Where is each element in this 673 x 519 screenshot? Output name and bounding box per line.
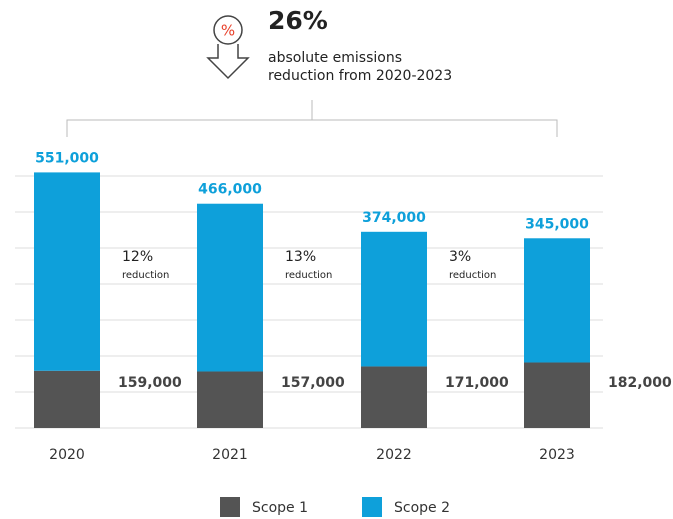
- x-tick-label: 2020: [49, 447, 85, 463]
- data-label: 171,000: [445, 375, 509, 391]
- bar-segment: [361, 366, 427, 428]
- data-label: 551,000: [35, 150, 99, 166]
- data-label: 159,000: [118, 375, 182, 391]
- legend-swatch: [362, 497, 382, 517]
- legend-label: Scope 2: [394, 500, 450, 516]
- subtitle: reduction from 2020-2023: [268, 68, 452, 84]
- data-label: 345,000: [525, 216, 589, 232]
- annotation: reduction: [449, 270, 496, 281]
- subtitle: absolute emissions: [268, 50, 402, 66]
- header-icon: %: [206, 15, 250, 80]
- headline: 26%: [268, 6, 328, 35]
- x-tick-label: 2022: [376, 447, 412, 463]
- x-tick-label: 2023: [539, 447, 575, 463]
- bar-segment: [34, 172, 100, 371]
- bar-segment: [197, 371, 263, 428]
- annotation: 12%: [122, 249, 153, 265]
- annotation: reduction: [285, 270, 332, 281]
- data-label: 157,000: [281, 375, 345, 391]
- bar-segment: [34, 370, 100, 428]
- bracket: [66, 100, 558, 137]
- annotation: 13%: [285, 249, 316, 265]
- data-label: 374,000: [362, 210, 426, 226]
- bar-segment: [524, 238, 590, 363]
- annotation: 3%: [449, 249, 471, 265]
- legend-label: Scope 1: [252, 500, 308, 516]
- bar-segment: [524, 362, 590, 428]
- data-label: 466,000: [198, 182, 262, 198]
- bar-segment: [361, 231, 427, 367]
- x-tick-label: 2021: [212, 447, 248, 463]
- bar-segment: [197, 203, 263, 372]
- annotation: reduction: [122, 270, 169, 281]
- svg-text:%: %: [221, 22, 235, 40]
- legend-swatch: [220, 497, 240, 517]
- data-label: 182,000: [608, 375, 672, 391]
